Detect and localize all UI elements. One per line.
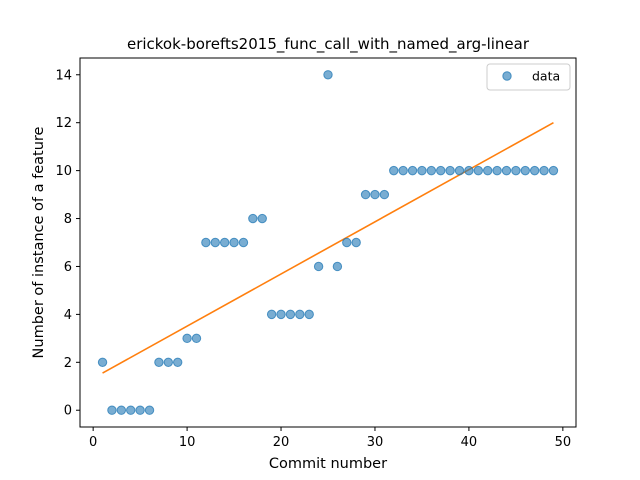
data-point (417, 165, 427, 176)
data-point (266, 309, 277, 320)
y-tick-label: 14 (55, 68, 72, 83)
data-point (332, 261, 343, 272)
data-point (154, 357, 164, 368)
data-point (407, 165, 418, 176)
data-point (182, 333, 192, 344)
fit-line (102, 121, 554, 374)
data-point (313, 261, 324, 272)
data-point (135, 405, 145, 415)
data-point (539, 165, 549, 176)
y-tick-label: 4 (64, 308, 72, 323)
data-points-layer (97, 70, 559, 415)
y-axis-label: Number of instance of a feature (31, 126, 47, 358)
data-point (370, 189, 380, 200)
data-point (304, 309, 314, 320)
y-tick-label: 10 (55, 164, 72, 179)
legend-marker (502, 71, 512, 81)
data-point (492, 165, 502, 176)
chart-title: erickok-borefts2015_func_call_with_named… (127, 35, 530, 54)
data-point (454, 165, 465, 176)
data-point (520, 165, 530, 176)
data-point (501, 165, 512, 176)
data-point (248, 213, 258, 224)
y-tick-label: 2 (64, 356, 72, 371)
data-point (238, 237, 249, 248)
data-point (351, 237, 361, 248)
data-point (172, 357, 183, 368)
data-point (379, 189, 390, 200)
data-point (511, 165, 521, 176)
data-point (276, 309, 286, 320)
y-tick-label: 0 (64, 404, 72, 419)
data-point (360, 189, 371, 200)
data-point (219, 237, 230, 248)
data-point (529, 165, 540, 176)
plot-frame (79, 57, 577, 428)
x-tick-label: 10 (179, 435, 196, 450)
fit-line-layer (102, 121, 554, 374)
x-tick-label: 0 (89, 435, 97, 450)
data-point (342, 237, 352, 248)
data-point (398, 165, 408, 176)
data-point (163, 357, 174, 368)
data-point (473, 165, 484, 176)
data-point (116, 405, 127, 415)
x-tick-label: 50 (555, 435, 572, 450)
data-point (97, 357, 108, 368)
data-point (144, 405, 155, 415)
data-point (482, 165, 493, 176)
data-point (445, 165, 455, 176)
data-point (229, 237, 239, 248)
y-tick-label: 6 (64, 260, 72, 275)
data-point (464, 165, 474, 176)
x-axis-label: Commit number (269, 456, 387, 472)
legend-label: data (532, 69, 560, 84)
data-point (107, 405, 117, 415)
x-axis: 0 10 20 30 40 50 (89, 427, 571, 450)
x-tick-label: 40 (461, 435, 478, 450)
y-tick-label: 8 (64, 212, 72, 227)
data-point (295, 309, 305, 320)
data-point (323, 70, 333, 80)
plot-area (80, 58, 576, 427)
y-axis: 0 2 4 6 8 10 12 14 (55, 68, 80, 419)
data-point (210, 237, 220, 248)
x-tick-label: 20 (273, 435, 290, 450)
data-point (126, 405, 136, 415)
data-point (257, 213, 267, 224)
legend-box (486, 63, 571, 91)
data-point (426, 165, 437, 176)
data-point (191, 333, 202, 344)
data-point (389, 165, 399, 176)
y-tick-label: 12 (55, 116, 72, 131)
data-point (201, 237, 211, 248)
legend: data (486, 63, 571, 91)
data-point (436, 165, 446, 176)
data-point (548, 165, 559, 176)
data-point (285, 309, 296, 320)
x-tick-label: 30 (367, 435, 384, 450)
